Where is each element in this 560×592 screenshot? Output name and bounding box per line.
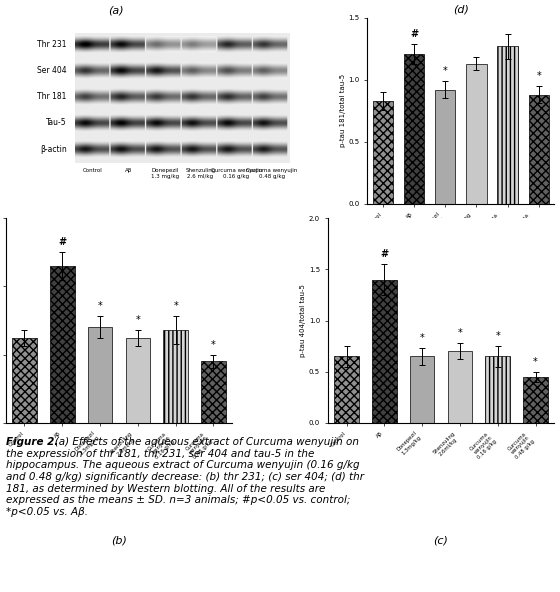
Text: Figure 2.: Figure 2. [6, 437, 58, 447]
Text: Thr 181: Thr 181 [37, 92, 67, 101]
Bar [334, 356, 359, 423]
Text: Thr 231: Thr 231 [37, 40, 67, 49]
Text: Curcuma wenyujin
0.48 g/kg: Curcuma wenyujin 0.48 g/kg [246, 169, 297, 179]
Text: *: * [420, 333, 424, 343]
Text: Curcuma wenyujin
0.16 g/kg: Curcuma wenyujin 0.16 g/kg [211, 169, 262, 179]
Bar [523, 377, 548, 423]
Text: (b): (b) [111, 535, 127, 545]
Bar [404, 54, 424, 204]
Bar [125, 338, 150, 423]
Bar [435, 90, 455, 204]
Bar [486, 356, 510, 423]
Text: (d): (d) [453, 4, 469, 14]
Text: *: * [443, 66, 447, 76]
Text: (a) Effects of the aqueous extract of Curcuma wenyujin on
the expression of thr : (a) Effects of the aqueous extract of Cu… [6, 437, 363, 517]
Y-axis label: p-tau 404/total tau-5: p-tau 404/total tau-5 [300, 284, 306, 357]
Text: *: * [458, 328, 463, 338]
Y-axis label: p-tau 181/total tau-5: p-tau 181/total tau-5 [339, 74, 346, 147]
Text: #: # [410, 29, 418, 39]
Text: #: # [380, 249, 389, 259]
Text: #: # [58, 237, 66, 247]
Text: Tau-5: Tau-5 [46, 118, 67, 127]
Text: *: * [496, 331, 500, 341]
Bar [201, 362, 226, 423]
Text: *: * [173, 301, 178, 311]
Text: Control: Control [83, 169, 103, 173]
Bar [410, 356, 435, 423]
Bar [12, 338, 37, 423]
Text: Shenzuling
2.6 ml/kg: Shenzuling 2.6 ml/kg [185, 169, 216, 179]
Bar [372, 279, 396, 423]
Bar [466, 64, 487, 204]
Text: *: * [536, 71, 541, 81]
Bar [164, 330, 188, 423]
Bar [50, 266, 74, 423]
Text: *: * [136, 315, 140, 325]
Text: (c): (c) [433, 535, 449, 545]
Bar [497, 46, 518, 204]
Text: (a): (a) [108, 6, 124, 16]
Bar [447, 351, 472, 423]
Text: *: * [533, 356, 538, 366]
Text: *: * [97, 301, 102, 311]
Text: Donepezil
1.3 mg/kg: Donepezil 1.3 mg/kg [151, 169, 179, 179]
Bar [88, 327, 113, 423]
Text: β-actin: β-actin [40, 144, 67, 153]
Text: Ser 404: Ser 404 [37, 66, 67, 75]
Bar [529, 95, 549, 204]
Text: Aβ: Aβ [125, 169, 133, 173]
Text: *: * [211, 340, 216, 349]
Bar [373, 101, 393, 204]
